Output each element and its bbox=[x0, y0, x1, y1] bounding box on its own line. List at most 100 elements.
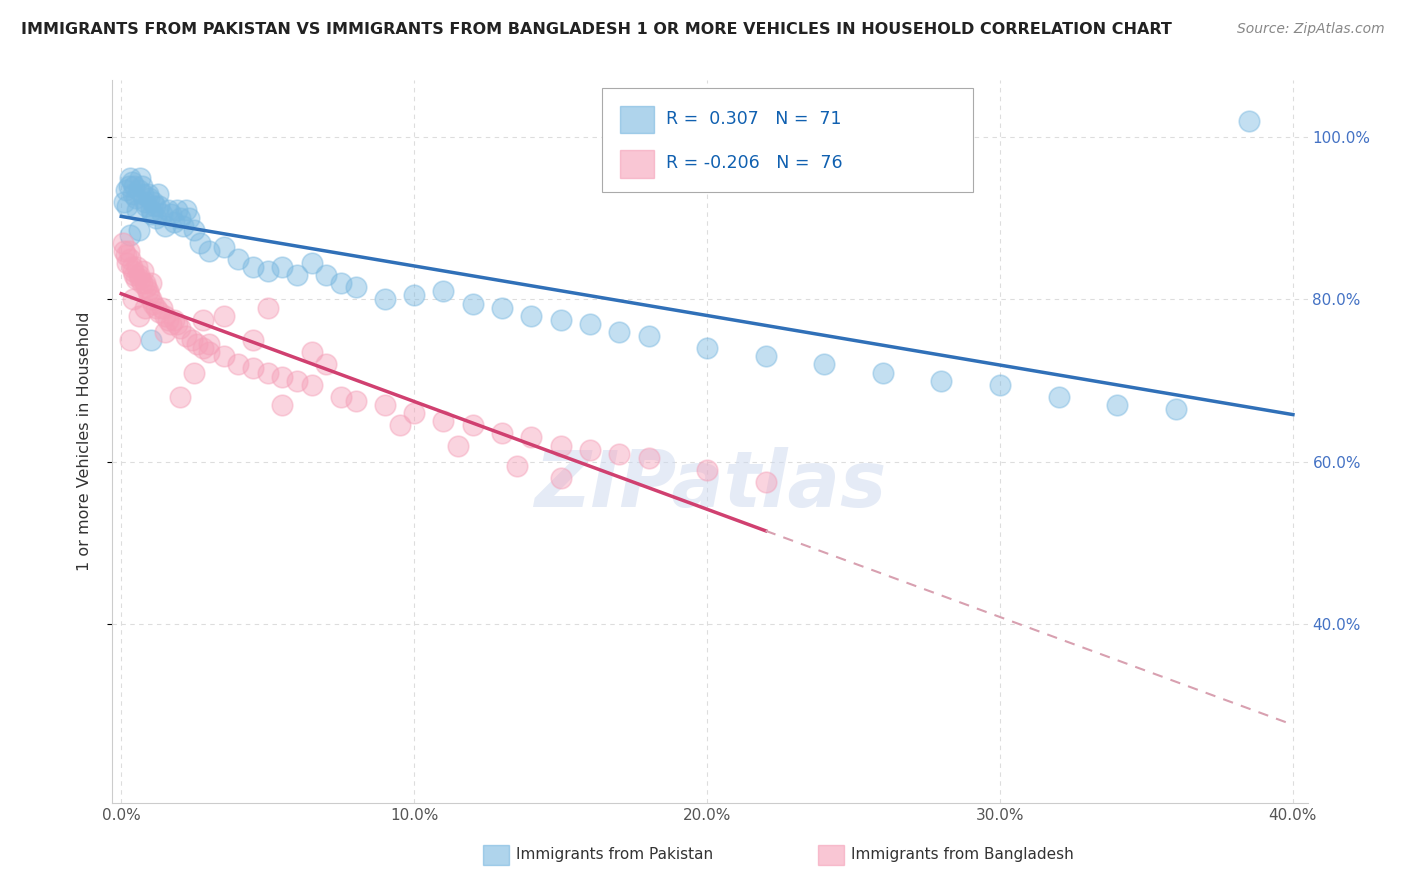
Point bbox=[114, 248, 136, 262]
Point bbox=[931, 374, 953, 388]
Point bbox=[129, 170, 152, 185]
Point bbox=[128, 183, 150, 197]
Point bbox=[212, 349, 235, 363]
Point bbox=[256, 264, 278, 278]
Point bbox=[212, 240, 235, 254]
Point bbox=[607, 447, 630, 461]
Point bbox=[461, 418, 484, 433]
Point bbox=[271, 398, 294, 412]
Point bbox=[285, 374, 308, 388]
Point bbox=[506, 458, 529, 473]
Point bbox=[166, 203, 188, 218]
Point bbox=[1047, 390, 1070, 404]
Point bbox=[183, 366, 205, 380]
Point bbox=[155, 325, 177, 339]
Point bbox=[271, 369, 294, 384]
Point bbox=[136, 285, 159, 299]
Point bbox=[315, 358, 337, 372]
Point bbox=[242, 260, 264, 274]
Point bbox=[461, 296, 484, 310]
Point bbox=[134, 301, 156, 315]
Point bbox=[155, 309, 177, 323]
Point bbox=[212, 309, 235, 323]
Point bbox=[166, 317, 188, 331]
Point bbox=[183, 223, 205, 237]
Point bbox=[172, 219, 194, 234]
Point bbox=[491, 301, 513, 315]
Point bbox=[404, 288, 426, 302]
Point bbox=[117, 178, 139, 193]
Point bbox=[256, 366, 278, 380]
Point bbox=[256, 301, 278, 315]
Point bbox=[637, 450, 659, 465]
Point bbox=[141, 207, 163, 221]
Point bbox=[174, 203, 197, 218]
Point bbox=[132, 186, 155, 201]
Point bbox=[550, 439, 572, 453]
Point bbox=[1237, 114, 1260, 128]
FancyBboxPatch shape bbox=[484, 845, 509, 865]
Point bbox=[160, 317, 183, 331]
Point bbox=[388, 418, 411, 433]
Point bbox=[148, 304, 170, 318]
Point bbox=[228, 358, 250, 372]
Point bbox=[124, 178, 146, 193]
Point bbox=[579, 317, 602, 331]
Point bbox=[169, 321, 191, 335]
Point bbox=[117, 244, 139, 258]
Point bbox=[127, 260, 149, 274]
Point bbox=[755, 475, 778, 490]
Point bbox=[163, 312, 186, 326]
Point bbox=[186, 337, 208, 351]
Point bbox=[813, 358, 835, 372]
Point bbox=[120, 227, 141, 242]
Point bbox=[169, 211, 191, 226]
Point bbox=[138, 191, 160, 205]
Point bbox=[374, 293, 396, 307]
Point bbox=[121, 175, 143, 189]
Point bbox=[122, 186, 145, 201]
Point bbox=[112, 244, 135, 258]
Text: R =  0.307   N =  71: R = 0.307 N = 71 bbox=[666, 110, 841, 128]
Point bbox=[301, 345, 323, 359]
Point bbox=[136, 186, 159, 201]
Point bbox=[150, 207, 173, 221]
Point bbox=[193, 341, 215, 355]
Point bbox=[163, 215, 186, 229]
Point bbox=[755, 349, 778, 363]
Point bbox=[432, 414, 454, 428]
Point bbox=[160, 207, 183, 221]
Point bbox=[128, 309, 150, 323]
Point bbox=[155, 219, 177, 234]
Point bbox=[145, 211, 167, 226]
Point bbox=[988, 377, 1011, 392]
Point bbox=[115, 256, 138, 270]
Point bbox=[174, 329, 197, 343]
Point bbox=[122, 264, 145, 278]
Point bbox=[330, 390, 353, 404]
Point bbox=[131, 277, 153, 291]
Point bbox=[145, 301, 167, 315]
Point bbox=[142, 195, 165, 210]
Point bbox=[550, 471, 572, 485]
Point bbox=[120, 170, 141, 185]
FancyBboxPatch shape bbox=[620, 151, 654, 178]
Point bbox=[121, 260, 143, 274]
Point bbox=[520, 309, 543, 323]
Point bbox=[344, 280, 367, 294]
Point bbox=[127, 203, 149, 218]
Point bbox=[111, 235, 134, 250]
Point bbox=[146, 186, 169, 201]
Point bbox=[134, 277, 156, 291]
Point bbox=[579, 442, 602, 457]
Point bbox=[404, 406, 426, 420]
Point bbox=[447, 439, 470, 453]
Point bbox=[696, 463, 718, 477]
Point bbox=[344, 393, 367, 408]
Text: Source: ZipAtlas.com: Source: ZipAtlas.com bbox=[1237, 22, 1385, 37]
Point bbox=[285, 268, 308, 282]
Point bbox=[125, 272, 148, 286]
Point bbox=[177, 211, 200, 226]
Text: Immigrants from Pakistan: Immigrants from Pakistan bbox=[516, 847, 714, 863]
Point bbox=[872, 366, 894, 380]
